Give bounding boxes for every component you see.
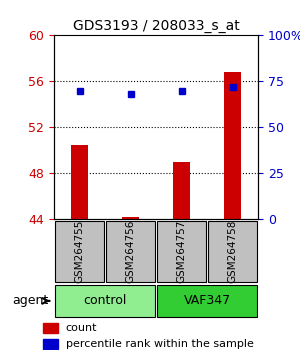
FancyBboxPatch shape [208,221,257,282]
Bar [43,324,58,333]
Bar [224,72,242,219]
Text: agent: agent [13,295,49,307]
Text: VAF347: VAF347 [183,295,231,307]
Text: GSM264757: GSM264757 [176,219,187,283]
Text: GSM264758: GSM264758 [227,219,238,283]
FancyBboxPatch shape [55,221,104,282]
Bar [43,339,58,349]
Text: percentile rank within the sample: percentile rank within the sample [66,339,254,349]
Text: GSM264755: GSM264755 [74,219,85,283]
Text: GSM264756: GSM264756 [125,219,136,283]
Text: control: control [83,295,127,307]
Bar [172,162,190,219]
Bar [70,145,88,219]
Title: GDS3193 / 208033_s_at: GDS3193 / 208033_s_at [73,19,239,33]
FancyBboxPatch shape [55,285,155,317]
FancyBboxPatch shape [106,221,155,282]
FancyBboxPatch shape [157,221,206,282]
Bar [122,217,140,219]
Text: count: count [66,323,97,333]
FancyBboxPatch shape [157,285,257,317]
